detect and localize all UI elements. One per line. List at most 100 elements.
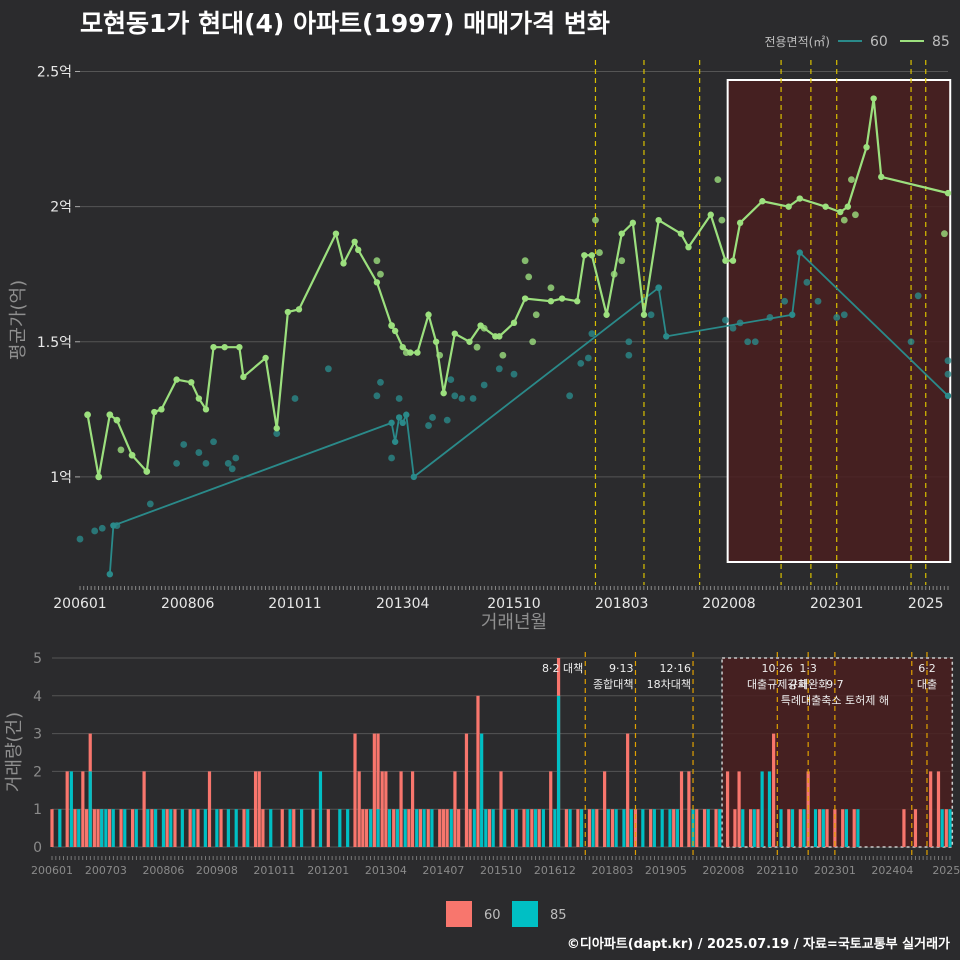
- bar-85: [234, 809, 238, 847]
- bar-60: [219, 809, 223, 847]
- bar-85: [514, 809, 518, 847]
- bar-60: [253, 771, 258, 847]
- scatter-point-85: [373, 257, 381, 265]
- bar-85: [161, 809, 166, 847]
- bar-60: [188, 809, 192, 847]
- x-tick-label: 200908: [196, 864, 238, 877]
- scatter-point-85: [718, 216, 726, 224]
- line-point-85: [295, 306, 303, 313]
- bar-60: [603, 771, 607, 847]
- bar-60: [587, 809, 592, 847]
- bar-85: [940, 809, 944, 847]
- line-point-85: [707, 211, 714, 218]
- bar-60: [357, 771, 361, 847]
- bar-60: [81, 771, 85, 847]
- bar-60: [441, 809, 446, 847]
- y-tick-label: 1: [33, 802, 42, 818]
- bar-60: [825, 809, 829, 847]
- bar-60: [510, 809, 515, 847]
- bar-60: [468, 809, 472, 847]
- bar-60: [725, 771, 730, 847]
- x-tick-label: 202110: [756, 864, 798, 877]
- legend-label-85: 85: [932, 34, 950, 50]
- scatter-point-60: [729, 324, 737, 332]
- policy-annotation: 10·26: [762, 662, 794, 675]
- x-axis-title: 거래년월: [481, 612, 547, 633]
- bar-60: [476, 695, 480, 847]
- bar-60: [92, 809, 96, 847]
- bar-85: [88, 771, 92, 847]
- line-point-85: [677, 230, 685, 237]
- scatter-point-60: [425, 422, 432, 429]
- bar-60: [257, 771, 261, 847]
- x-tick-label: 201201: [307, 864, 349, 877]
- bar-85: [948, 809, 952, 847]
- scatter-point-85: [473, 343, 481, 351]
- scatter-point-60: [944, 357, 952, 365]
- bar-85: [269, 809, 273, 847]
- bar-60: [633, 809, 638, 847]
- x-tick-label: 202008: [702, 596, 755, 612]
- bar-85: [369, 809, 373, 847]
- bar-85: [491, 809, 495, 847]
- scatter-point-85: [840, 216, 848, 224]
- bar-60: [714, 809, 718, 847]
- line-point-85: [521, 295, 529, 302]
- bar-60: [445, 809, 449, 847]
- line-point-85: [496, 333, 503, 340]
- bar-85: [718, 809, 722, 847]
- scatter-point-60: [273, 430, 281, 438]
- bar-60: [787, 809, 791, 847]
- bar-85: [821, 809, 825, 847]
- bar-85: [526, 809, 530, 847]
- line-point-85: [151, 408, 158, 416]
- bar-85: [77, 809, 81, 847]
- line-point-85: [262, 354, 269, 362]
- bar-85: [668, 809, 672, 847]
- bar-60: [119, 809, 123, 847]
- line-point-85: [629, 219, 637, 227]
- bar-85: [579, 809, 584, 847]
- bar-85: [480, 733, 484, 847]
- scatter-point-60: [324, 365, 332, 373]
- bar-60: [326, 809, 330, 847]
- bar-85: [606, 809, 610, 847]
- legend-title: 전용면적(㎡): [764, 35, 830, 49]
- line-point-60: [655, 284, 662, 291]
- line-point-60: [796, 249, 803, 256]
- bar-85: [856, 809, 860, 847]
- bar-60: [737, 771, 741, 847]
- policy-annotation: 8·2 대책: [542, 662, 583, 675]
- bar-60: [438, 809, 442, 847]
- bar-85: [415, 809, 419, 847]
- source-footer: ©디아파트(dapt.kr) / 2025.07.19 / 자료=국토교통부 실…: [566, 937, 950, 952]
- legend-key-85: [512, 901, 538, 927]
- scatter-point-60: [625, 338, 633, 346]
- scatter-point-60: [510, 370, 518, 378]
- bar-60: [242, 809, 246, 847]
- line-point-60: [110, 522, 117, 529]
- scatter-point-60: [224, 459, 232, 467]
- scatter-point-60: [469, 395, 477, 402]
- bar-60: [165, 809, 169, 847]
- scatter-point-85: [618, 257, 626, 265]
- x-tick-label: 202301: [810, 596, 863, 612]
- line-point-85: [432, 338, 440, 345]
- scatter-point-60: [232, 454, 240, 462]
- bar-85: [779, 809, 783, 847]
- line-point-85: [558, 295, 566, 302]
- x-tick-label: 201011: [268, 596, 321, 612]
- bar-85: [541, 809, 545, 847]
- scatter-point-60: [566, 392, 574, 400]
- bar-85: [844, 809, 848, 847]
- bar-85: [553, 809, 557, 847]
- scatter-point-60: [781, 297, 789, 305]
- scatter-point-60: [944, 370, 952, 378]
- bar-60: [679, 771, 684, 847]
- scatter-point-60: [803, 278, 811, 286]
- bar-85: [813, 809, 818, 847]
- scatter-point-60: [228, 465, 236, 473]
- bar-85: [430, 809, 434, 847]
- bar-60: [207, 771, 212, 847]
- bar-85: [449, 809, 453, 847]
